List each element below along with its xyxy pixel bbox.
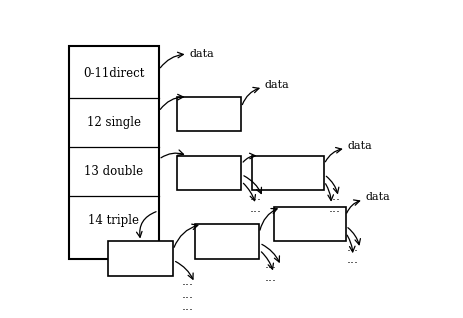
FancyBboxPatch shape bbox=[108, 241, 173, 276]
Text: ...: ... bbox=[249, 190, 261, 203]
Text: data: data bbox=[347, 141, 371, 151]
Text: data: data bbox=[365, 192, 389, 202]
Text: ...: ... bbox=[328, 190, 340, 203]
Text: ...: ... bbox=[181, 300, 193, 313]
Text: 13 double: 13 double bbox=[84, 165, 143, 178]
FancyBboxPatch shape bbox=[176, 97, 241, 131]
Text: 0-11direct: 0-11direct bbox=[83, 67, 144, 80]
Text: ...: ... bbox=[263, 258, 275, 271]
Text: data: data bbox=[264, 80, 289, 90]
Text: ...: ... bbox=[263, 271, 275, 284]
Text: ...: ... bbox=[346, 241, 358, 254]
Text: ...: ... bbox=[346, 253, 358, 266]
Text: data: data bbox=[189, 49, 213, 59]
FancyBboxPatch shape bbox=[176, 156, 241, 190]
Text: ...: ... bbox=[181, 288, 193, 301]
FancyBboxPatch shape bbox=[194, 224, 259, 259]
FancyBboxPatch shape bbox=[69, 45, 158, 259]
FancyBboxPatch shape bbox=[273, 207, 345, 241]
Text: 12 single: 12 single bbox=[87, 116, 140, 129]
FancyBboxPatch shape bbox=[252, 156, 324, 190]
Text: ...: ... bbox=[328, 202, 340, 215]
Text: ...: ... bbox=[181, 275, 193, 288]
Text: 14 triple: 14 triple bbox=[88, 214, 139, 227]
Text: ...: ... bbox=[249, 202, 261, 215]
